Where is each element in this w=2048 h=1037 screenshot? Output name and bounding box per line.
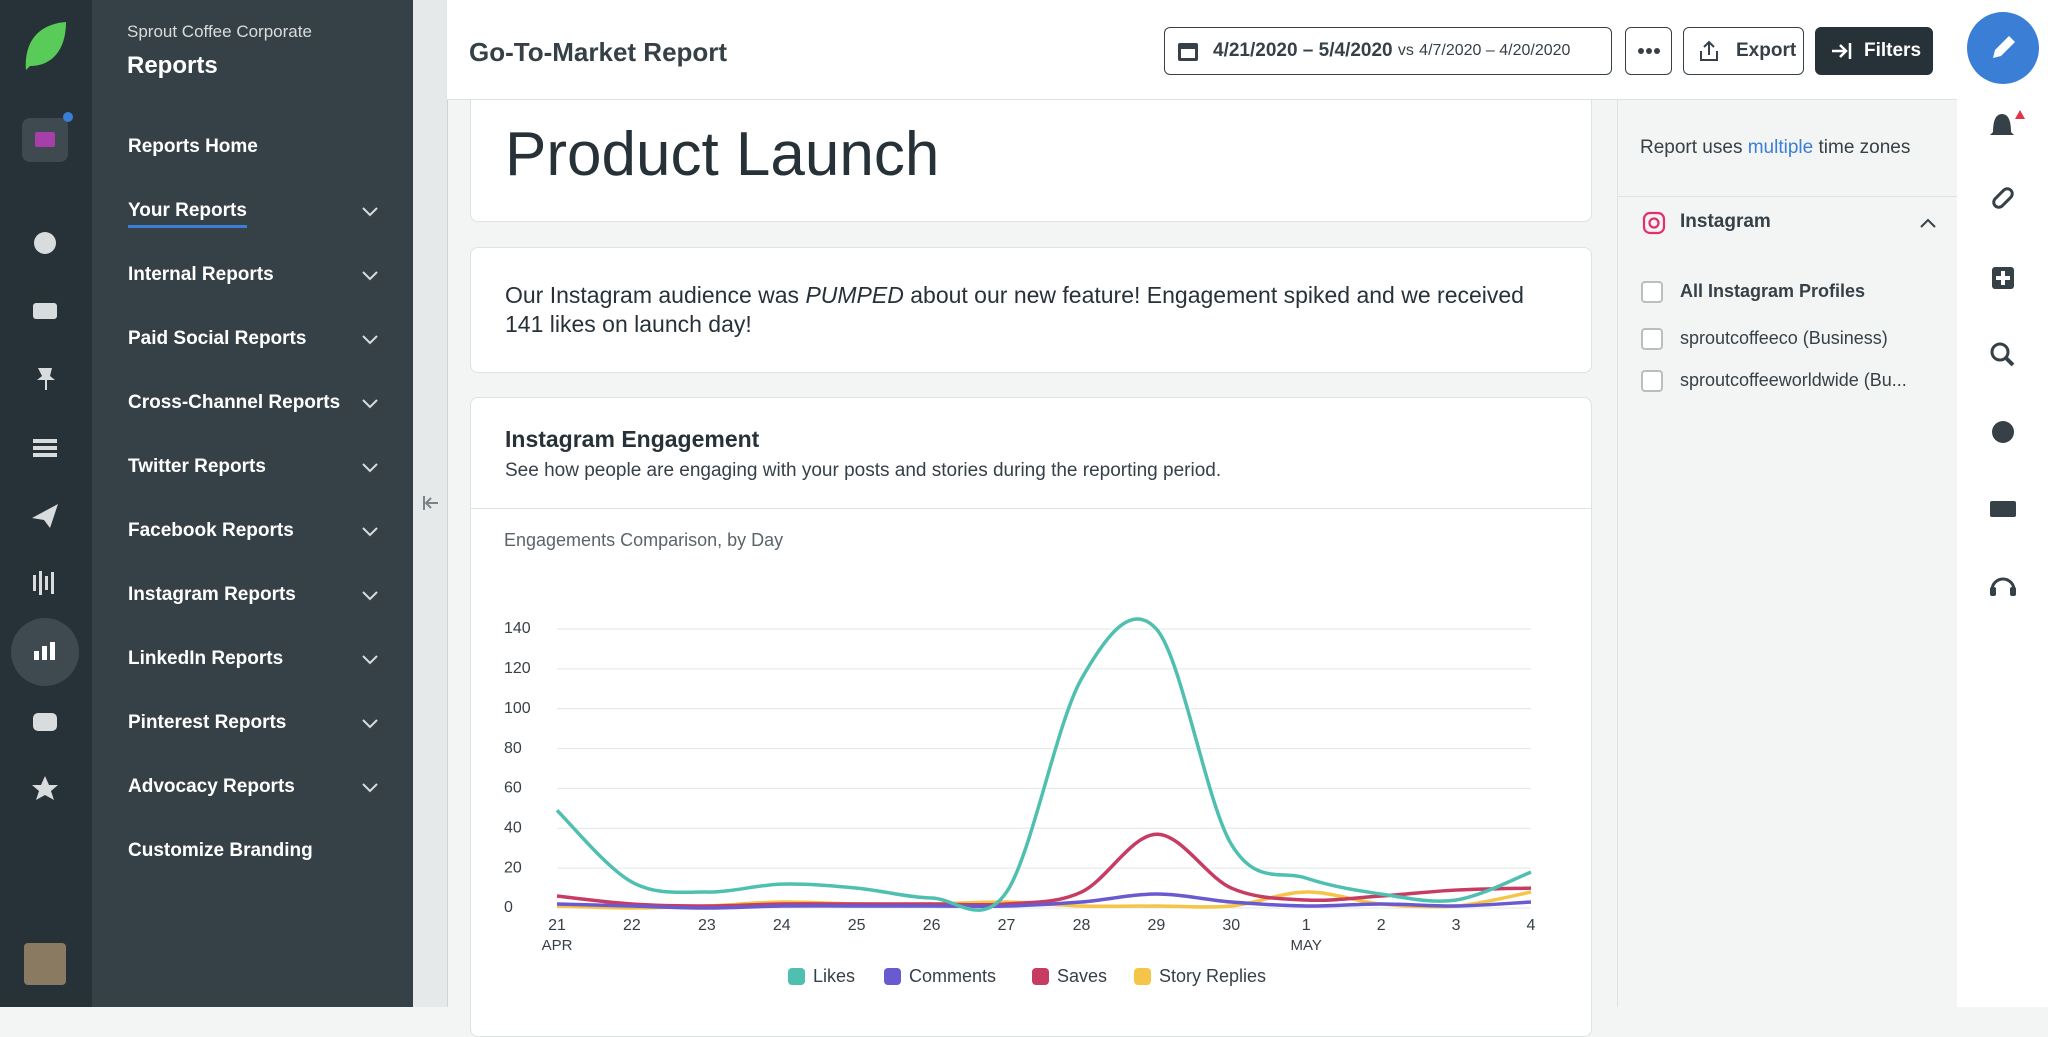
nav-item[interactable]: Your Reports bbox=[128, 200, 247, 228]
nav-item[interactable]: Customize Branding bbox=[128, 840, 313, 861]
network-name[interactable]: Instagram bbox=[1680, 211, 1771, 232]
divider bbox=[1618, 196, 1958, 197]
avatar[interactable] bbox=[24, 943, 66, 985]
date-range: 4/21/2020 – 5/4/2020 bbox=[1213, 40, 1393, 61]
keyboard-icon[interactable] bbox=[1990, 501, 2016, 517]
collapse-strip[interactable] bbox=[413, 0, 448, 1007]
chevron[interactable] bbox=[360, 717, 380, 731]
reports-icon[interactable] bbox=[34, 642, 55, 660]
note-text: Our Instagram audience was bbox=[505, 282, 806, 308]
profile-label[interactable]: sproutcoffeeworldwide (Bu... bbox=[1680, 370, 1907, 390]
chevron[interactable] bbox=[360, 781, 380, 795]
icon-rail bbox=[0, 0, 92, 1007]
chevron[interactable] bbox=[360, 589, 380, 603]
title-card: Product Launch bbox=[470, 90, 1592, 222]
logo bbox=[25, 22, 66, 70]
badge bbox=[63, 112, 73, 122]
right-rail bbox=[1957, 0, 2048, 1007]
export-button[interactable]: Export bbox=[1683, 27, 1804, 75]
header: Go-To-Market Report 4/21/2020 – 5/4/2020… bbox=[447, 0, 1957, 100]
search-icon[interactable] bbox=[1990, 342, 2010, 362]
filter-panel: Report uses multiple time zones Instagra… bbox=[1617, 99, 1958, 1007]
nav-item[interactable]: Facebook Reports bbox=[128, 520, 294, 541]
dashboard-icon[interactable] bbox=[34, 232, 56, 254]
sidebar: Sprout Coffee Corporate Reports Reports … bbox=[92, 0, 413, 1007]
chevron[interactable] bbox=[360, 653, 380, 667]
folder-icon[interactable] bbox=[35, 132, 55, 147]
timezone-note: Report uses multiple time zones bbox=[1640, 137, 1910, 159]
bot-icon[interactable] bbox=[33, 713, 57, 731]
chevron[interactable] bbox=[360, 333, 380, 347]
inbox-icon[interactable] bbox=[33, 303, 57, 319]
profile-label[interactable]: All Instagram Profiles bbox=[1680, 281, 1866, 301]
chevron[interactable] bbox=[360, 525, 380, 539]
filters-label: Filters bbox=[1864, 40, 1922, 61]
profile-label[interactable]: sproutcoffeeco (Business) bbox=[1680, 328, 1888, 348]
checkbox[interactable] bbox=[1641, 370, 1663, 392]
nav-item[interactable]: Reports Home bbox=[128, 136, 258, 157]
chevron[interactable] bbox=[360, 269, 380, 283]
list-icon[interactable] bbox=[33, 439, 57, 443]
chevron-up[interactable] bbox=[1918, 213, 1938, 233]
date-button[interactable]: 4/21/2020 – 5/4/2020 vs 4/7/2020 – 4/20/… bbox=[1164, 27, 1612, 75]
rail-icons bbox=[11, 22, 79, 985]
note: Our Instagram audience was PUMPED about … bbox=[505, 281, 1545, 339]
text: Report uses bbox=[1640, 137, 1748, 158]
filters-button[interactable]: Filters bbox=[1815, 27, 1933, 75]
nav-item[interactable]: Internal Reports bbox=[128, 264, 274, 285]
text: time zones bbox=[1813, 137, 1911, 158]
nav-item[interactable]: LinkedIn Reports bbox=[128, 648, 284, 669]
page-title: Go-To-Market Report bbox=[469, 37, 728, 67]
star-icon[interactable] bbox=[32, 776, 58, 800]
checkbox[interactable] bbox=[1641, 328, 1663, 350]
chevron[interactable] bbox=[360, 205, 380, 219]
nav-item[interactable]: Instagram Reports bbox=[128, 584, 296, 605]
divider bbox=[471, 508, 1591, 509]
chart-card: Instagram Engagement See how people are … bbox=[470, 397, 1592, 1037]
note-text: about our new feature! Engagement spiked… bbox=[505, 282, 1524, 337]
more-button[interactable] bbox=[1625, 27, 1672, 75]
link[interactable]: multiple bbox=[1747, 137, 1814, 158]
nav-item[interactable]: Twitter Reports bbox=[128, 456, 266, 477]
report-title: Product Launch bbox=[505, 120, 940, 189]
compare-range: 4/7/2020 – 4/20/2020 bbox=[1419, 42, 1571, 59]
nav-item[interactable]: Cross-Channel Reports bbox=[128, 392, 341, 413]
help-icon[interactable] bbox=[1992, 421, 2014, 443]
chevron[interactable] bbox=[360, 461, 380, 475]
chevron[interactable] bbox=[360, 397, 380, 411]
compare-prefix: vs bbox=[1397, 42, 1414, 59]
support-icon[interactable] bbox=[1990, 577, 2016, 591]
notifications-icon[interactable] bbox=[1990, 114, 2014, 135]
card-description: See how people are engaging with your po… bbox=[505, 460, 1222, 481]
link-icon[interactable] bbox=[1992, 187, 2015, 210]
instagram-icon bbox=[1642, 211, 1666, 235]
nav-item[interactable]: Advocacy Reports bbox=[128, 776, 295, 797]
note-card: Our Instagram audience was PUMPED about … bbox=[470, 247, 1592, 373]
sidebar-title: Reports bbox=[127, 52, 218, 79]
nav-item[interactable]: Paid Social Reports bbox=[128, 328, 307, 349]
org-name: Sprout Coffee Corporate bbox=[127, 22, 312, 41]
listen-icon[interactable] bbox=[33, 575, 36, 591]
note-emphasis: PUMPED bbox=[805, 282, 904, 308]
collapse-icon[interactable] bbox=[423, 496, 438, 510]
checkbox[interactable] bbox=[1641, 281, 1663, 303]
send-icon[interactable] bbox=[32, 504, 58, 528]
nav-item[interactable]: Pinterest Reports bbox=[128, 712, 287, 733]
export-label: Export bbox=[1736, 40, 1797, 61]
pin-icon[interactable] bbox=[37, 368, 55, 390]
card-title: Instagram Engagement bbox=[505, 426, 760, 452]
